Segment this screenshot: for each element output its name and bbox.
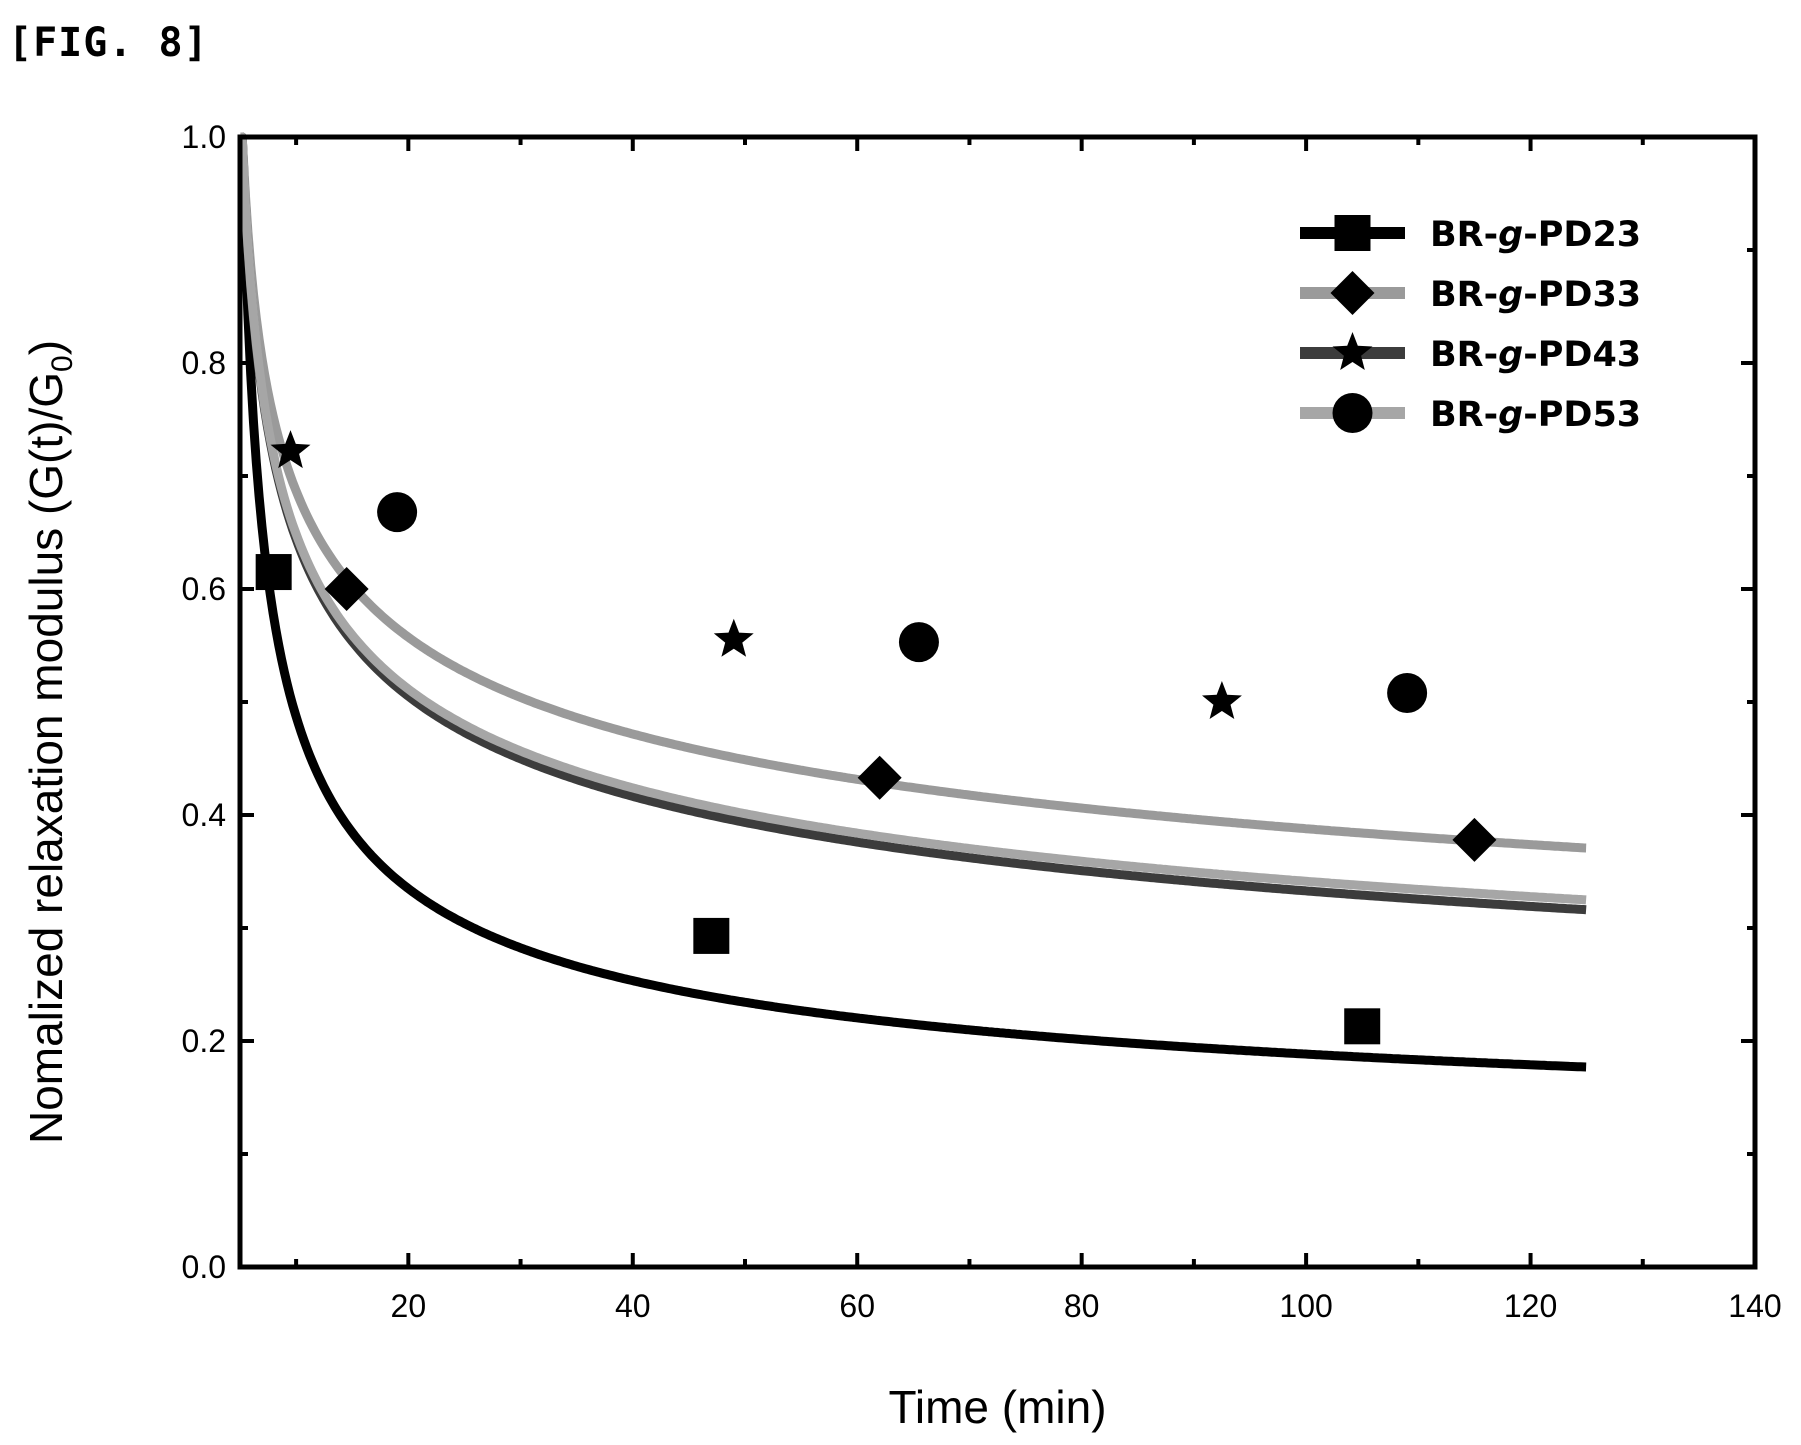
legend-label-italic: g — [1498, 335, 1523, 375]
series-curve-1 — [237, 132, 1588, 1072]
x-tick-label: 60 — [839, 1288, 875, 1324]
legend-label-4: BR-g-PD53 — [1430, 395, 1641, 435]
legend-label-italic: g — [1498, 215, 1523, 255]
x-tick-label: 20 — [391, 1288, 427, 1324]
legend-label-italic: g — [1498, 275, 1523, 315]
series-markers — [255, 430, 1497, 1045]
y-tick-label: 0.2 — [182, 1023, 226, 1059]
data-point-square — [1344, 1008, 1381, 1045]
data-point-square — [693, 917, 730, 954]
x-tick-label: 80 — [1064, 1288, 1100, 1324]
data-point-diamond — [1452, 817, 1497, 862]
legend-marker-diamond — [1330, 271, 1375, 315]
legend-label-2: BR-g-PD33 — [1430, 275, 1641, 315]
data-point-star — [1202, 681, 1242, 719]
legend-marker-star — [1332, 332, 1373, 370]
legend-label-part: -PD53 — [1523, 395, 1641, 435]
legend-marker-square — [1334, 215, 1371, 251]
y-tick-label: 0.8 — [182, 345, 226, 381]
data-point-star — [270, 430, 311, 469]
series-curves — [237, 132, 1588, 1072]
data-point-star — [713, 618, 754, 657]
series-curve-4 — [237, 132, 1588, 905]
data-point-diamond — [857, 755, 902, 800]
legend-label-part: BR- — [1430, 335, 1498, 375]
x-tick-label: 140 — [1728, 1288, 1781, 1324]
legend-marker-circle — [1332, 393, 1373, 433]
plot-frame — [237, 134, 1758, 1270]
legend-label-italic: g — [1498, 395, 1523, 435]
legend-label-part: BR- — [1430, 395, 1498, 435]
y-axis-title-end: ) — [20, 340, 72, 355]
x-axis-title: Time (min) — [888, 1381, 1106, 1433]
figure-label: [FIG. 8] — [8, 20, 209, 66]
legend-label-part: BR- — [1430, 275, 1498, 315]
legend-label-part: BR- — [1430, 215, 1498, 255]
data-point-circle — [1387, 672, 1428, 713]
data-point-circle — [898, 622, 939, 663]
x-tick-label: 100 — [1279, 1288, 1332, 1324]
x-tick-label: 40 — [615, 1288, 651, 1324]
y-tick-label: 0.4 — [182, 797, 226, 833]
y-axis-title-subscript: 0 — [46, 355, 79, 372]
series-curve-2 — [237, 132, 1588, 853]
legend-label-1: BR-g-PD23 — [1430, 215, 1641, 255]
data-point-diamond — [324, 567, 369, 611]
legend-label-part: -PD33 — [1523, 275, 1641, 315]
y-axis-title: Nomalized relaxation modulus (G(t)/G0) — [20, 340, 79, 1144]
legend-label-part: -PD43 — [1523, 335, 1641, 375]
y-axis-title-main: Nomalized relaxation modulus (G(t)/G — [20, 372, 72, 1144]
data-point-square — [255, 554, 292, 591]
y-tick-label: 1.0 — [182, 119, 226, 155]
tick-labels: 20 40 60 80 100 120 140 0.0 0.2 0.4 0.6 0.8 1.0 — [182, 119, 1782, 1324]
y-tick-label: 0.6 — [182, 571, 226, 607]
data-point-circle — [377, 492, 418, 533]
series-curve-3 — [237, 132, 1588, 915]
legend-label-3: BR-g-PD43 — [1430, 335, 1641, 375]
y-tick-label: 0.0 — [182, 1249, 226, 1285]
legend-label-part: -PD23 — [1523, 215, 1641, 255]
x-tick-label: 120 — [1504, 1288, 1557, 1324]
